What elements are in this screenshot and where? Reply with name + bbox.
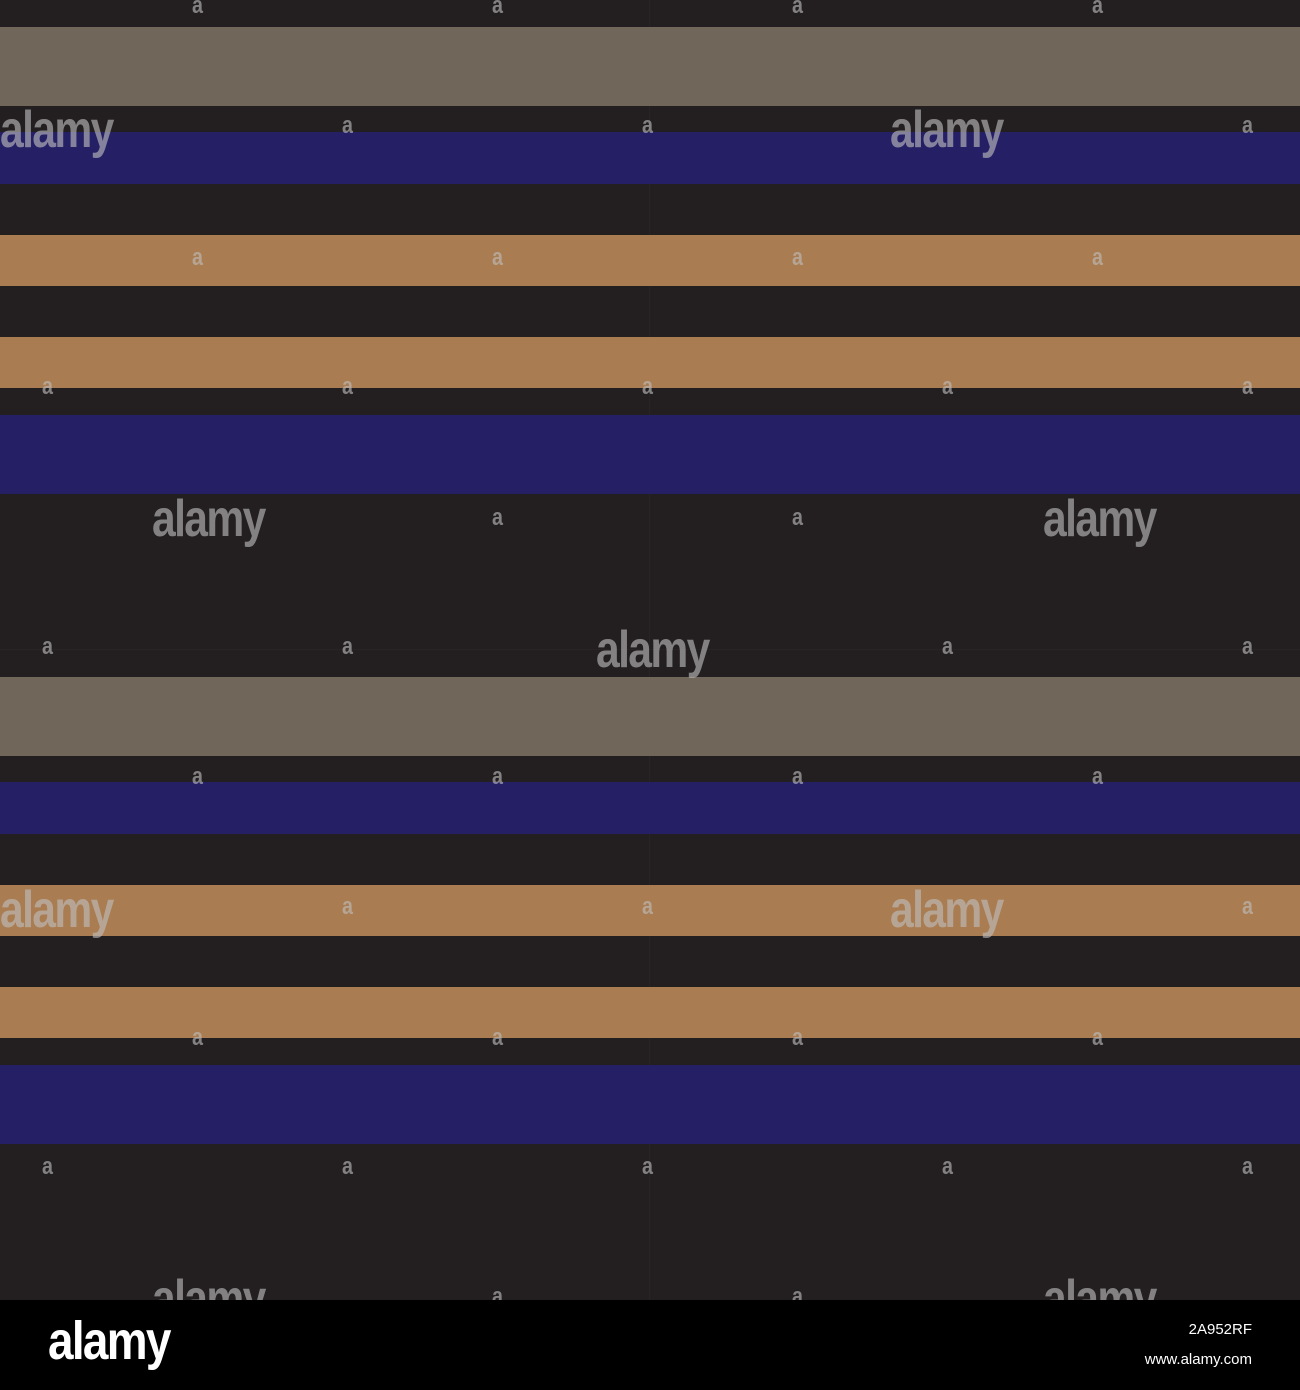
alamy-watermark: alamy bbox=[890, 881, 1004, 939]
tan-stripe bbox=[0, 987, 1300, 1038]
alamy-mini-watermark: a bbox=[1092, 244, 1103, 271]
alamy-mini-watermark: a bbox=[492, 1024, 503, 1051]
alamy-watermark: alamy bbox=[1043, 1270, 1157, 1300]
alamy-mini-watermark: a bbox=[642, 112, 653, 139]
taupe-stripe bbox=[0, 27, 1300, 106]
alamy-watermark: alamy bbox=[596, 621, 710, 679]
alamy-mini-watermark: a bbox=[492, 0, 503, 19]
alamy-mini-watermark: a bbox=[792, 763, 803, 790]
alamy-mini-watermark: a bbox=[792, 244, 803, 271]
alamy-logo: alamy bbox=[48, 1311, 171, 1371]
alamy-mini-watermark: a bbox=[792, 1024, 803, 1051]
alamy-mini-watermark: a bbox=[42, 633, 53, 660]
alamy-mini-watermark: a bbox=[642, 893, 653, 920]
alamy-mini-watermark: a bbox=[192, 0, 203, 19]
alamy-mini-watermark: a bbox=[492, 504, 503, 531]
site-url: www.alamy.com bbox=[1144, 1351, 1252, 1368]
alamy-mini-watermark: a bbox=[42, 1153, 53, 1180]
striped-pattern: alamy alamy alamy alamy alamy alamy alamy alamy… bbox=[0, 0, 1300, 1300]
navy-stripe bbox=[0, 132, 1300, 184]
alamy-mini-watermark: a bbox=[1092, 1024, 1103, 1051]
taupe-stripe bbox=[0, 677, 1300, 756]
alamy-watermark: alamy bbox=[0, 881, 114, 939]
alamy-mini-watermark: a bbox=[1242, 633, 1253, 660]
navy-stripe bbox=[0, 782, 1300, 834]
navy-stripe bbox=[0, 1065, 1300, 1144]
alamy-mini-watermark: a bbox=[492, 1283, 503, 1301]
alamy-mini-watermark: a bbox=[192, 763, 203, 790]
alamy-mini-watermark: a bbox=[342, 1153, 353, 1180]
alamy-watermark: alamy bbox=[890, 101, 1004, 159]
alamy-mini-watermark: a bbox=[792, 1283, 803, 1301]
alamy-mini-watermark: a bbox=[642, 373, 653, 400]
stock-footer-bar: alamy 2A952RF www.alamy.com bbox=[0, 1300, 1300, 1390]
alamy-mini-watermark: a bbox=[942, 373, 953, 400]
alamy-mini-watermark: a bbox=[1092, 0, 1103, 19]
alamy-mini-watermark: a bbox=[342, 112, 353, 139]
alamy-mini-watermark: a bbox=[792, 504, 803, 531]
alamy-mini-watermark: a bbox=[1242, 373, 1253, 400]
alamy-mini-watermark: a bbox=[342, 633, 353, 660]
alamy-mini-watermark: a bbox=[492, 244, 503, 271]
tan-stripe bbox=[0, 337, 1300, 388]
alamy-mini-watermark: a bbox=[342, 893, 353, 920]
alamy-mini-watermark: a bbox=[942, 633, 953, 660]
alamy-mini-watermark: a bbox=[642, 1153, 653, 1180]
alamy-mini-watermark: a bbox=[1092, 763, 1103, 790]
alamy-mini-watermark: a bbox=[342, 373, 353, 400]
alamy-mini-watermark: a bbox=[1242, 112, 1253, 139]
alamy-mini-watermark: a bbox=[492, 763, 503, 790]
tan-stripe bbox=[0, 235, 1300, 286]
alamy-watermark: alamy bbox=[152, 490, 266, 548]
alamy-mini-watermark: a bbox=[192, 1024, 203, 1051]
alamy-mini-watermark: a bbox=[942, 1153, 953, 1180]
alamy-watermark: alamy bbox=[1043, 490, 1157, 548]
alamy-mini-watermark: a bbox=[792, 0, 803, 19]
alamy-watermark: alamy bbox=[152, 1270, 266, 1300]
tan-stripe bbox=[0, 885, 1300, 936]
alamy-mini-watermark: a bbox=[192, 244, 203, 271]
alamy-watermark: alamy bbox=[0, 101, 114, 159]
alamy-mini-watermark: a bbox=[42, 373, 53, 400]
alamy-mini-watermark: a bbox=[1242, 893, 1253, 920]
image-id: 2A952RF bbox=[1188, 1321, 1252, 1338]
alamy-mini-watermark: a bbox=[1242, 1153, 1253, 1180]
navy-stripe bbox=[0, 415, 1300, 494]
